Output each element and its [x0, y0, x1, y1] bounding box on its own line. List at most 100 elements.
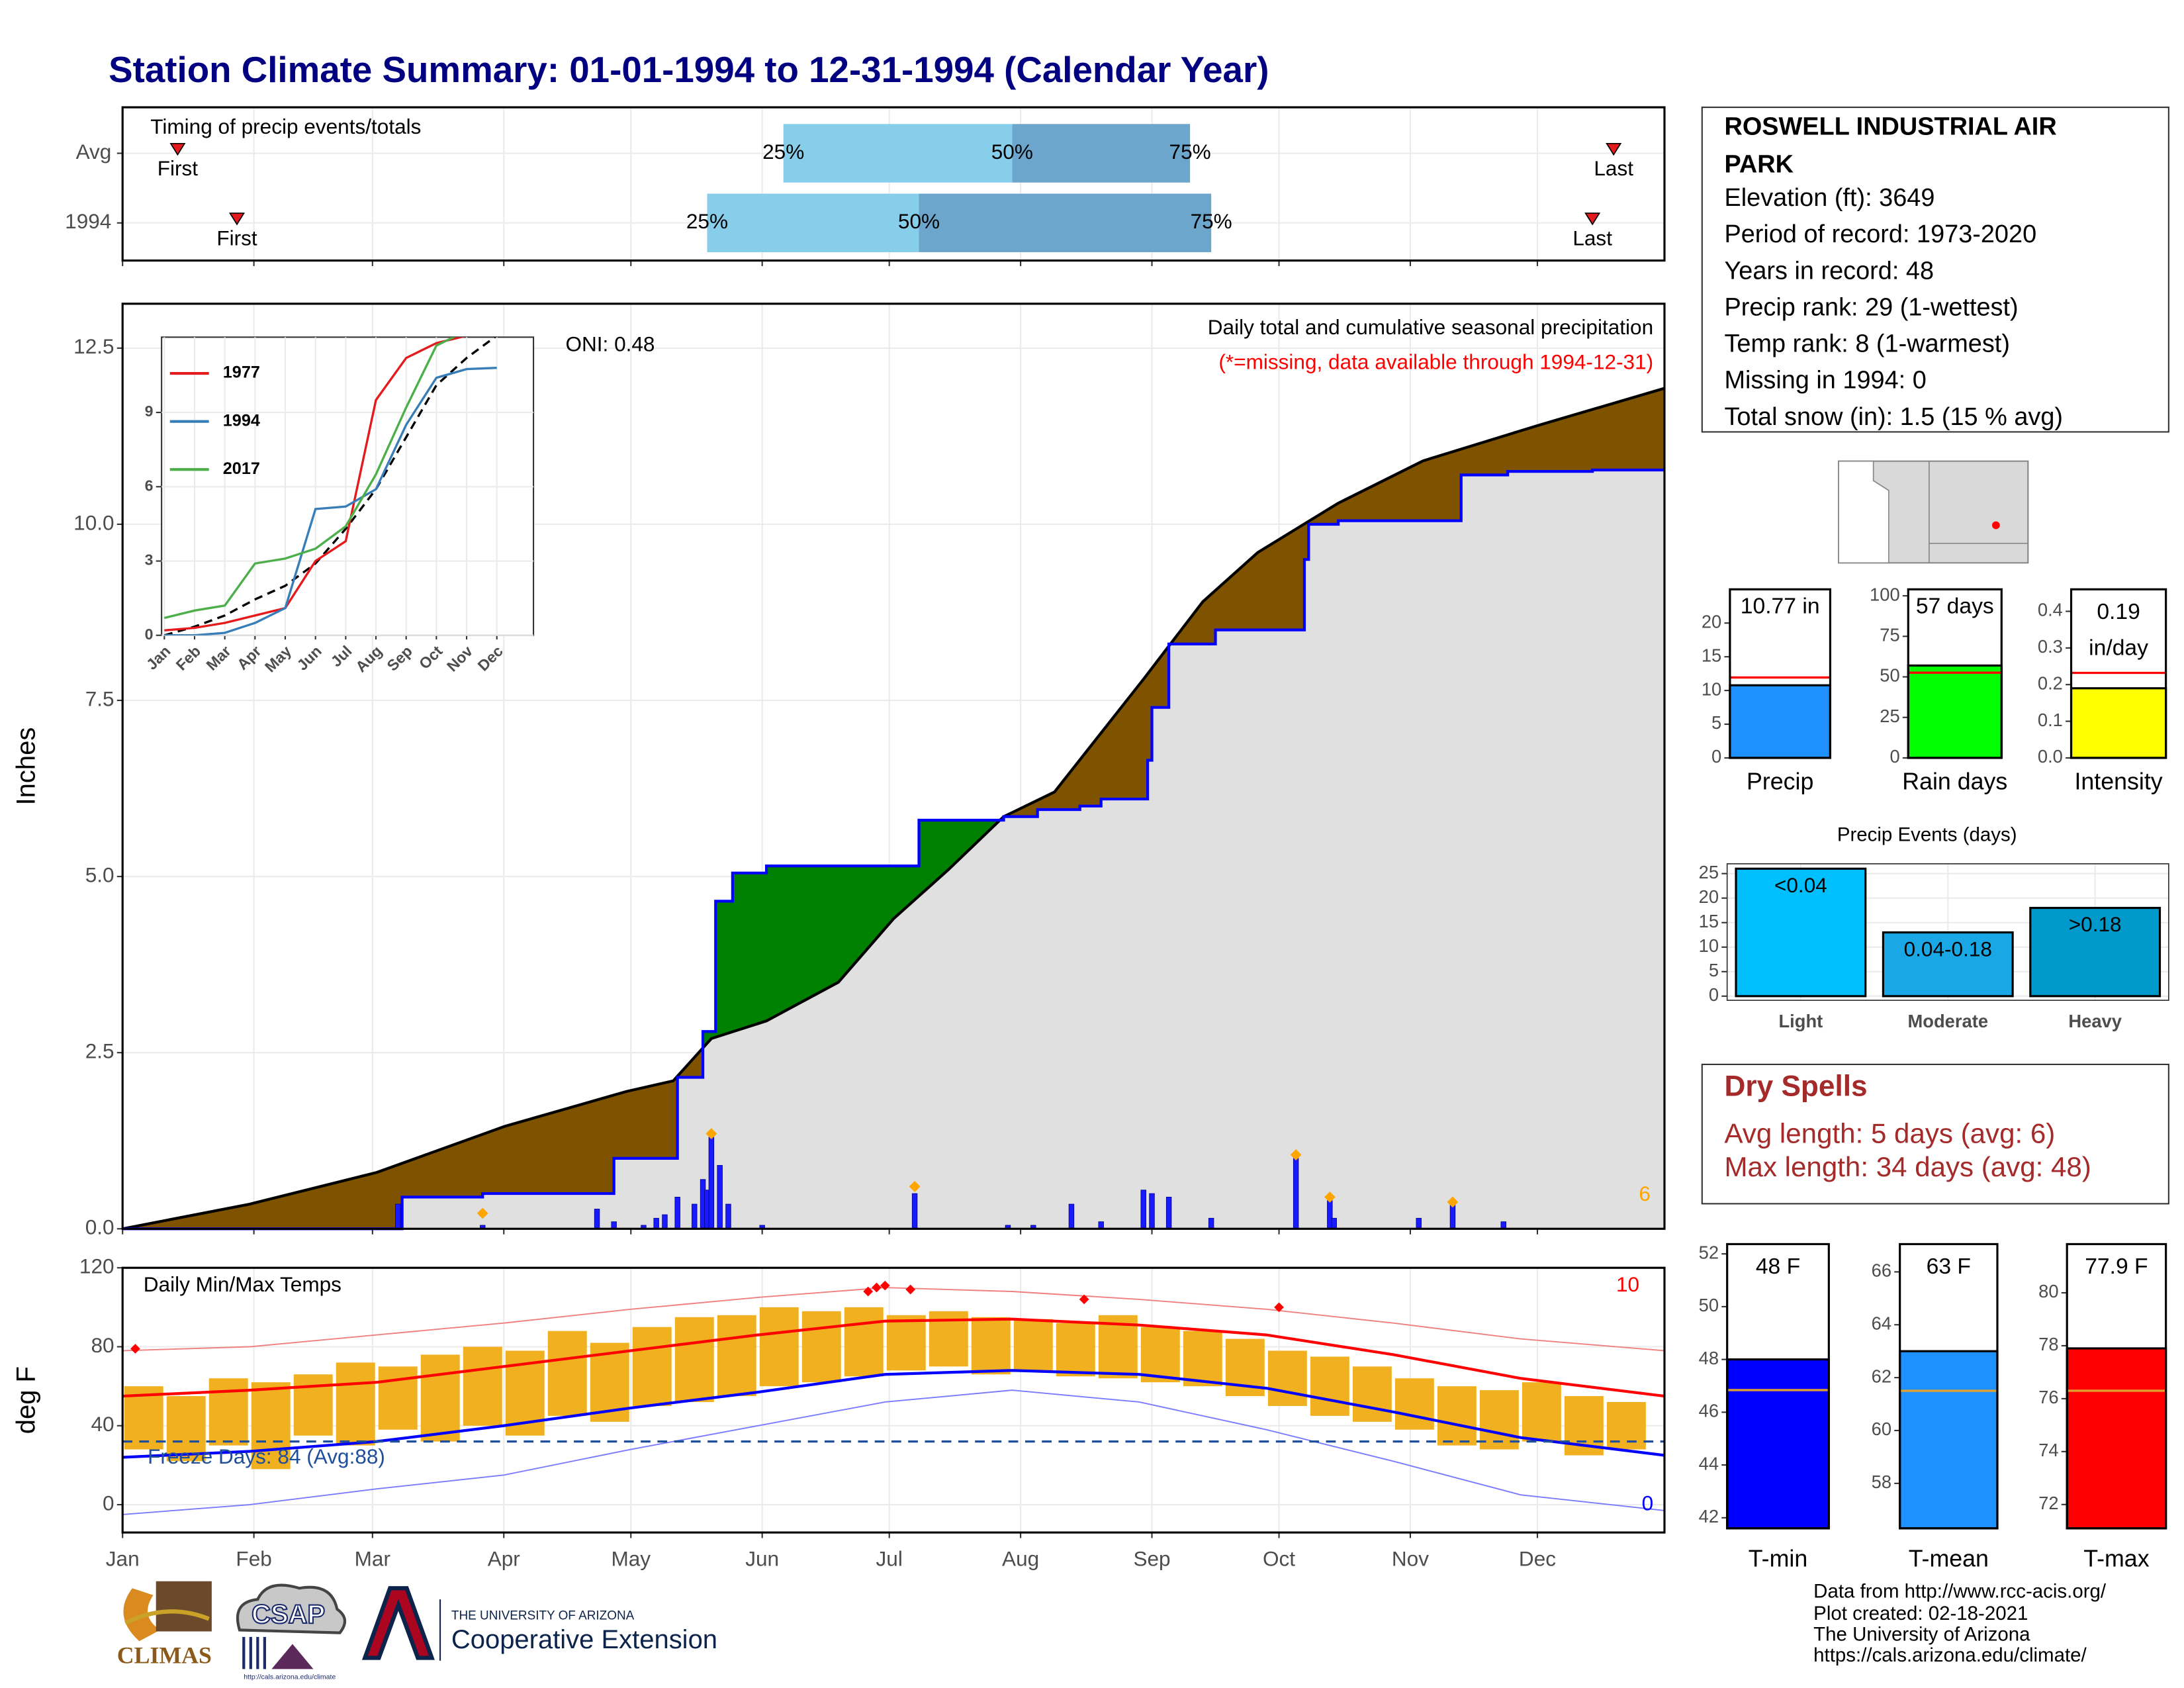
- y-tick-label: 76: [2038, 1387, 2058, 1407]
- y-tick-label: 20: [1702, 611, 1721, 632]
- y-tick-label: 80: [91, 1333, 114, 1357]
- plot-frame: [1907, 588, 2003, 759]
- unit-label: in/day: [2089, 636, 2148, 661]
- chart-title: Precip Events (days): [1837, 824, 2017, 846]
- record-count: 10: [1616, 1272, 1639, 1296]
- quantile-label: 75%: [1169, 140, 1211, 164]
- plot-frame: [1899, 1243, 1999, 1530]
- station-info: Precip rank: 29 (1-wettest): [1724, 293, 2018, 321]
- observed-range: [251, 1382, 291, 1470]
- value-label: 0.19: [2097, 600, 2140, 624]
- panel-title: Timing of precip events/totals: [150, 115, 421, 138]
- map-border: [1929, 461, 2028, 563]
- y-tick-label: 10: [1702, 679, 1721, 699]
- y-tick-label: 0: [1889, 746, 1899, 767]
- y-tick-label: 5.0: [85, 863, 114, 886]
- timing-marker: [169, 142, 186, 156]
- station-info: Missing in 1994: 0: [1724, 367, 1926, 395]
- x-tick-label: Dec: [1519, 1547, 1556, 1571]
- chart-title: Daily Min/Max Temps: [144, 1272, 341, 1296]
- dry-spells-title: Dry Spells: [1724, 1070, 1867, 1102]
- daily-bar: [1416, 1217, 1422, 1229]
- chart-title: Daily total and cumulative seasonal prec…: [1208, 315, 1653, 339]
- daily-bar: [1208, 1217, 1214, 1229]
- value-label: >0.18: [2069, 912, 2122, 936]
- value-label: 63 F: [1927, 1254, 1971, 1279]
- freeze-label: Freeze Days: 84 (Avg:88): [148, 1444, 385, 1468]
- station-info: Elevation (ft): 3649: [1724, 184, 1934, 212]
- category-label: T-mean: [1909, 1546, 1989, 1572]
- locator-map: [1838, 460, 2029, 564]
- observed-range: [1479, 1390, 1519, 1450]
- y-tick-label: 0.0: [2038, 746, 2063, 767]
- daily-bar: [692, 1203, 698, 1229]
- x-tick-label: Mar: [355, 1547, 390, 1571]
- record-marker: [872, 1282, 882, 1293]
- quantile-bar: [783, 124, 1013, 183]
- category-label: Light: [1778, 1011, 1823, 1031]
- y-tick-label: 25: [1699, 862, 1719, 882]
- y-tick-label: 10.0: [73, 510, 114, 534]
- daily-bar: [717, 1165, 723, 1229]
- y-tick-label: 0.4: [2038, 600, 2063, 620]
- quantile-label: 25%: [762, 140, 804, 164]
- timing-marker-label: Last: [1572, 226, 1612, 250]
- observed-range: [420, 1354, 460, 1442]
- x-tick-label: Sep: [1133, 1547, 1170, 1571]
- y-tick-label: 6: [145, 477, 154, 494]
- map-region: [1838, 460, 1889, 564]
- station-info: Years in record: 48: [1724, 257, 1934, 285]
- common-area: [122, 470, 1664, 1229]
- timing-marker: [1606, 142, 1622, 156]
- y-tick-label: 15: [1702, 645, 1721, 665]
- y-tick-label: 40: [91, 1412, 114, 1436]
- y-tick-label: 0.2: [2038, 673, 2063, 693]
- daily-bar: [674, 1196, 680, 1229]
- station-info: Temp rank: 8 (1-warmest): [1724, 330, 2009, 358]
- high-line: [122, 1317, 1665, 1398]
- bar: [2070, 687, 2167, 759]
- observed-range: [166, 1396, 206, 1462]
- quantile-label: 75%: [1191, 209, 1232, 233]
- daily-bar: [1068, 1203, 1075, 1229]
- annotation: ONI: 0.48: [565, 332, 655, 355]
- y-tick-label: 46: [1699, 1401, 1719, 1421]
- station-name: PARK: [1724, 150, 1794, 178]
- footer-line: Plot created: 02-18-2021: [1813, 1603, 2028, 1624]
- y-tick-label: 75: [1880, 625, 1899, 645]
- value-label: <0.04: [1774, 873, 1827, 897]
- category-label: Rain days: [1902, 768, 2007, 794]
- x-tick-label: Oct: [1263, 1547, 1295, 1571]
- x-tick-label: May: [611, 1547, 651, 1571]
- y-tick-label: 1994: [65, 209, 111, 233]
- daily-bar: [1449, 1203, 1456, 1229]
- y-tick-label: 66: [1872, 1260, 1891, 1281]
- y-tick-label: 50: [1699, 1295, 1719, 1315]
- value-label: 77.9 F: [2085, 1254, 2148, 1279]
- quantile-label: 25%: [686, 209, 728, 233]
- y-tick-label: Avg: [76, 140, 112, 164]
- series-line: [163, 337, 457, 620]
- y-tick-label: 0: [1711, 746, 1721, 767]
- observed-range: [759, 1307, 799, 1387]
- count-label: 6: [1639, 1182, 1651, 1205]
- bar: [1726, 1358, 1830, 1530]
- y-tick-label: 42: [1699, 1506, 1719, 1526]
- quantile-label: 50%: [991, 140, 1033, 164]
- station-info: Period of record: 1973-2020: [1724, 220, 2036, 248]
- observed-range: [463, 1346, 502, 1426]
- y-tick-label: 2.5: [85, 1039, 114, 1063]
- quantile-bar: [707, 193, 919, 252]
- y-tick-label: 0: [103, 1491, 114, 1515]
- csap-mark: [271, 1644, 314, 1669]
- timing-marker: [228, 212, 246, 226]
- y-tick-label: 0: [1709, 984, 1719, 1005]
- bar: [1735, 867, 1867, 998]
- observed-range: [1522, 1382, 1561, 1442]
- observed-range: [1183, 1331, 1222, 1387]
- x-tick-label: Feb: [236, 1547, 271, 1571]
- bar: [1882, 931, 2014, 998]
- dry-spells-line: Avg length: 5 days (avg: 6): [1724, 1117, 2055, 1149]
- observed-range: [336, 1362, 375, 1446]
